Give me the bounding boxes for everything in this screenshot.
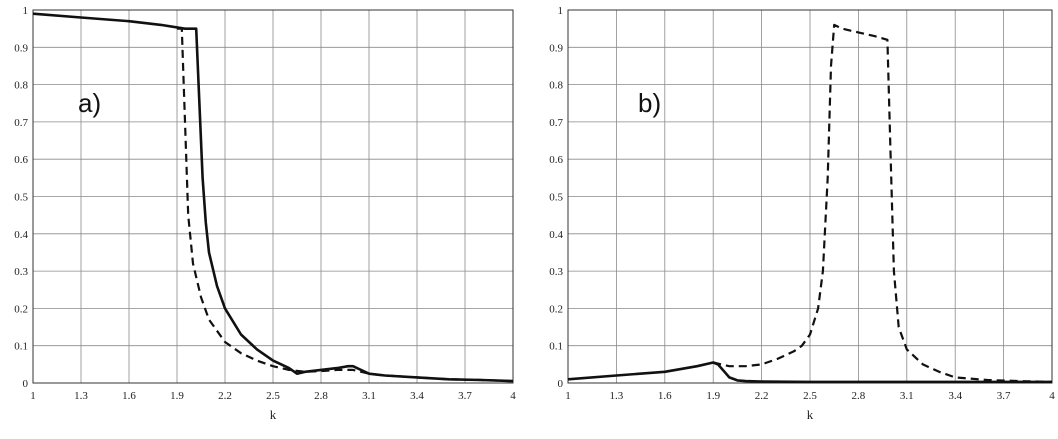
plot-frame (32, 9, 514, 384)
x-tick-label: 1.6 (122, 390, 136, 402)
y-tick-label: 0.8 (14, 80, 28, 92)
series-line-solid (32, 12, 514, 383)
y-tick-label: 0.3 (14, 266, 28, 278)
y-tick-label: 1 (558, 5, 564, 17)
panel-label: a) (78, 88, 101, 118)
x-tick-label: 1 (565, 390, 571, 402)
x-tick-label: 1.3 (610, 390, 624, 402)
x-tick-label: 3.7 (997, 390, 1011, 402)
x-tick-label: 1.6 (658, 390, 672, 402)
x-tick-label: 1.3 (74, 390, 88, 402)
y-tick-label: 0.6 (14, 154, 28, 166)
panel-label: b) (638, 88, 661, 118)
y-tick-label: 0.1 (549, 341, 563, 353)
y-tick-label: 0.2 (549, 303, 563, 315)
y-tick-label: 0.5 (14, 192, 28, 204)
x-tick-label: 3.7 (458, 390, 472, 402)
x-tick-label: 2.8 (852, 390, 866, 402)
y-tick-label: 0.5 (549, 192, 563, 204)
x-tick-label: 1.9 (170, 390, 184, 402)
x-tick-label: 2.5 (266, 390, 280, 402)
y-tick-label: 0.7 (549, 117, 563, 129)
y-tick-label: 0.4 (549, 229, 563, 241)
x-tick-label: 1.9 (706, 390, 720, 402)
x-tick-label: 3.4 (410, 390, 424, 402)
chart-panel-b: 0 0.1 0.2 0.3 0.4 0.5 0.6 0.7 0.8 0.9 1 1 1.3 1.6 1.9 2… (549, 5, 1055, 422)
series-line-solid (567, 361, 1052, 384)
y-tick-label: 0.9 (14, 42, 28, 54)
y-tick-label: 0.7 (14, 117, 28, 129)
y-tick-label: 0.1 (14, 341, 28, 353)
x-tick-label: 2.5 (803, 390, 817, 402)
y-tick-label: 0.8 (549, 80, 563, 92)
x-tick-label: 3.4 (948, 390, 962, 402)
x-tick-label: 4 (1049, 390, 1055, 402)
chart-panel-a: 0 0.1 0.2 0.3 0.4 0.5 0.6 0.7 0.8 0.9 1 1 1.3 1.6 1.9 2… (14, 5, 516, 422)
y-tick-label: 0.4 (14, 229, 28, 241)
y-tick-label: 0.2 (14, 303, 28, 315)
y-tick-label: 0.9 (549, 42, 563, 54)
y-tick-label: 0 (558, 378, 564, 390)
y-tick-label: 0 (23, 378, 29, 390)
x-tick-label: 2.2 (755, 390, 769, 402)
x-tick-label: 3.1 (362, 390, 376, 402)
series-line-dashed (177, 27, 514, 383)
x-tick-label: 4 (510, 390, 516, 402)
y-tick-label: 1 (23, 5, 29, 17)
x-tick-label: 3.1 (900, 390, 914, 402)
x-axis-label: k (270, 407, 277, 422)
x-tick-label: 2.2 (218, 390, 232, 402)
y-tick-label: 0.6 (549, 154, 563, 166)
x-tick-label: 2.8 (314, 390, 328, 402)
x-axis-label: k (807, 407, 814, 422)
y-tick-label: 0.3 (549, 266, 563, 278)
series-line-dashed (712, 23, 1053, 383)
x-tick-label: 1 (30, 390, 36, 402)
